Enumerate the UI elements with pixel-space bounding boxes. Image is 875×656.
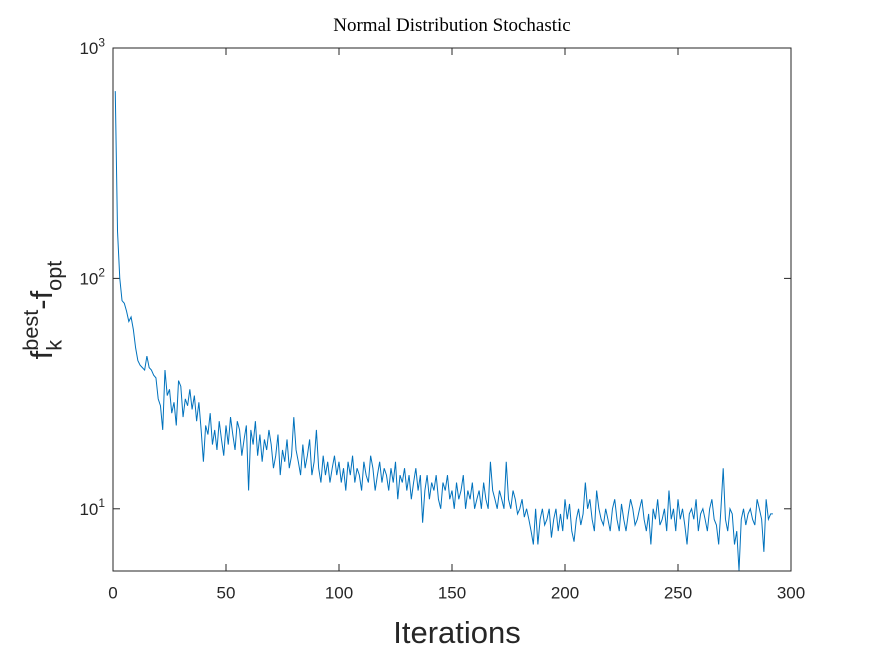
chart-title: Normal Distribution Stochastic — [333, 15, 570, 36]
x-tick-label: 200 — [551, 583, 579, 602]
x-tick-label: 0 — [108, 583, 117, 602]
y-tick-label: 101 — [79, 496, 105, 519]
x-tick-label: 50 — [217, 583, 236, 602]
y-tick-label: 102 — [79, 266, 105, 289]
x-tick-label: 250 — [664, 583, 692, 602]
x-tick-label: 300 — [777, 583, 805, 602]
y-axis-label: fkbest-fopt — [18, 261, 66, 360]
x-axis-label: Iterations — [393, 615, 521, 650]
data-line — [114, 91, 773, 571]
y-tick-label: 103 — [79, 35, 105, 58]
x-tick-label: 100 — [325, 583, 353, 602]
x-tick-label: 150 — [438, 583, 466, 602]
